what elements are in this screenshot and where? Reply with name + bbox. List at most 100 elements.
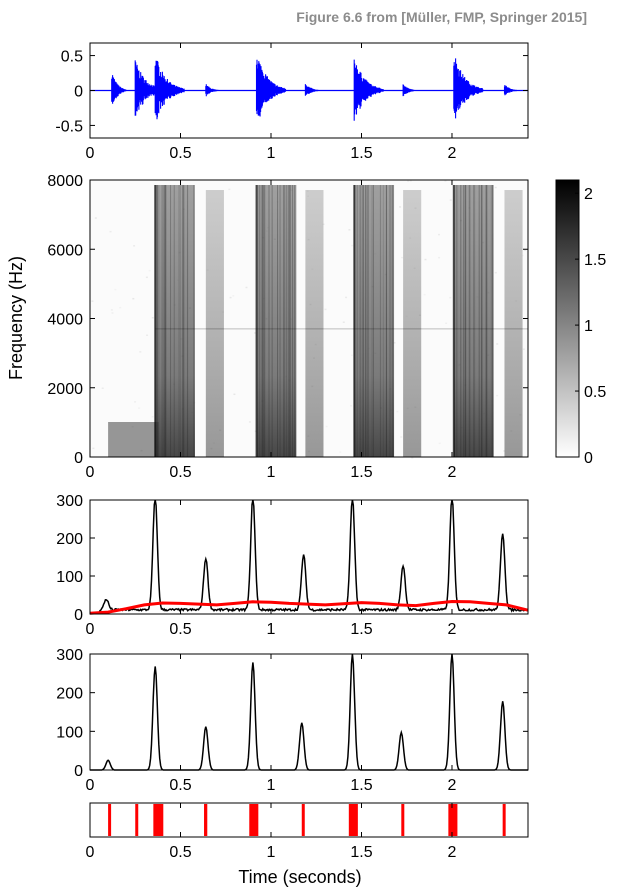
- spectrogram-noise: [229, 296, 232, 299]
- spectrogram-noise: [439, 443, 441, 445]
- x-tick-label: 0: [86, 145, 95, 162]
- spectrogram-noise: [396, 410, 399, 413]
- x-tick-label: 2: [448, 621, 457, 638]
- waveform-panel: 0 0.5 1 1.5 2-0.500.5: [55, 42, 529, 162]
- y-tick-label: 0: [74, 84, 83, 101]
- spectrogram-noise: [253, 332, 256, 334]
- peak-marker: [204, 804, 208, 836]
- spectrogram-noise: [449, 199, 452, 201]
- spectrogram-noise: [326, 426, 328, 428]
- x-tick-label: 1.5: [350, 145, 372, 162]
- spectrogram-noise: [351, 244, 354, 247]
- y-tick-label: 200: [56, 686, 83, 703]
- y-tick-label: -0.5: [55, 118, 83, 135]
- spectrogram-noise: [401, 256, 404, 259]
- y-tick-label: 200: [56, 531, 83, 548]
- peak-marker: [153, 804, 164, 836]
- spectrogram-noise: [424, 294, 426, 296]
- y-tick-label: 100: [56, 724, 83, 741]
- colorbar: [555, 179, 580, 458]
- x-tick-label: 1: [267, 464, 276, 481]
- waveform-series: [111, 58, 520, 121]
- spectrogram-noise: [151, 317, 154, 319]
- peak-marker: [502, 804, 506, 836]
- spectrogram-noise: [444, 180, 447, 182]
- colorbar-tick-label: 1: [584, 318, 593, 335]
- peak-marker: [348, 804, 358, 836]
- x-tick-label: 0: [86, 464, 95, 481]
- spectrogram-panel: 0 0.5 1 1.5 2 0 2000 4000 6000 8000 Frequency (Hz…: [6, 173, 606, 481]
- spectrogram-noise: [111, 312, 114, 314]
- novelty-panel: 0 0.5 1 1.5 2 0 100 200 300: [56, 493, 529, 638]
- spectrogram-noise: [400, 436, 403, 438]
- x-tick-label: 2: [448, 777, 457, 794]
- spectrogram-noise: [393, 342, 396, 344]
- x-tick-label: 1.5: [350, 844, 372, 861]
- x-axis-label: Time (seconds): [238, 867, 361, 887]
- spectrogram-noise: [233, 393, 236, 396]
- spectrogram-noise: [348, 229, 351, 231]
- spectrogram-image: [91, 180, 528, 459]
- y-tick-label: 300: [56, 647, 83, 664]
- local-average-series: [89, 599, 529, 615]
- spectrogram-noise: [407, 180, 410, 182]
- x-tick-label: 0.5: [169, 145, 191, 162]
- x-tick-label: 1: [267, 844, 276, 861]
- y-tick-label: 0: [74, 763, 83, 780]
- colorbar-tick-label: 1.5: [584, 252, 606, 269]
- spectrogram-noise: [339, 451, 341, 453]
- spectrogram-ylabel: Frequency (Hz): [6, 256, 26, 380]
- spectrogram-noise: [132, 297, 135, 300]
- spectrogram-noise: [449, 296, 452, 299]
- x-tick-label: 1: [267, 145, 276, 162]
- x-tick-label: 0: [86, 777, 95, 794]
- spectrogram-noise: [496, 394, 499, 397]
- spectrogram-lowband: [108, 422, 156, 457]
- spectrogram-noise: [345, 296, 348, 299]
- x-tick-label: 0: [86, 621, 95, 638]
- spectrogram-noise: [146, 334, 149, 337]
- spectrogram-noise: [232, 295, 234, 297]
- spectrogram-noise: [228, 188, 231, 191]
- colorbar-tick-label: 0.5: [584, 384, 606, 401]
- peak-marker: [301, 804, 305, 836]
- x-tick-label: 0.5: [169, 464, 191, 481]
- waveform-plot: [90, 58, 528, 121]
- peak-marker: [135, 804, 139, 836]
- spectrogram-noise: [110, 309, 113, 311]
- spectrogram-noise: [399, 206, 402, 208]
- spectrogram-noise: [437, 233, 440, 236]
- spectrogram-band-weak: [504, 190, 523, 457]
- spectrogram-noise: [91, 300, 94, 302]
- y-tick-label: 4000: [47, 312, 83, 329]
- y-tick-label: 8000: [47, 173, 83, 190]
- spectrogram-noise: [245, 286, 248, 289]
- colorbar-tick-label: 2: [584, 186, 593, 203]
- x-tick-label: 0.5: [169, 621, 191, 638]
- y-tick-label: 0.5: [61, 49, 83, 66]
- spectrogram-noise: [522, 348, 525, 350]
- x-tick-label: 2: [448, 145, 457, 162]
- spectrogram-noise: [411, 456, 414, 459]
- x-tick-label: 0.5: [169, 777, 191, 794]
- peaks-panel: 0 0.5 1 1.5 2 Time (seconds): [86, 802, 529, 887]
- spectrogram-band-weak: [305, 190, 324, 457]
- y-tick-label: 6000: [47, 242, 83, 259]
- spectrogram-noise: [524, 249, 527, 252]
- spectrogram-noise: [149, 270, 151, 272]
- spectrogram-noise: [138, 407, 140, 409]
- spectrogram-noise: [248, 421, 251, 423]
- spectrogram-noise: [322, 223, 325, 226]
- y-tick-label: 0: [74, 607, 83, 624]
- spectrogram-noise: [445, 322, 448, 325]
- x-tick-label: 0.5: [169, 844, 191, 861]
- spectrogram-noise: [424, 258, 427, 261]
- peak-marker: [401, 804, 405, 836]
- spectrogram-noise: [438, 256, 441, 259]
- spectrogram-noise: [350, 405, 353, 407]
- spectrogram-band-weak: [403, 190, 422, 457]
- y-tick-label: 0: [74, 450, 83, 467]
- spectrogram-noise: [342, 321, 345, 323]
- spectrogram-noise: [133, 245, 136, 247]
